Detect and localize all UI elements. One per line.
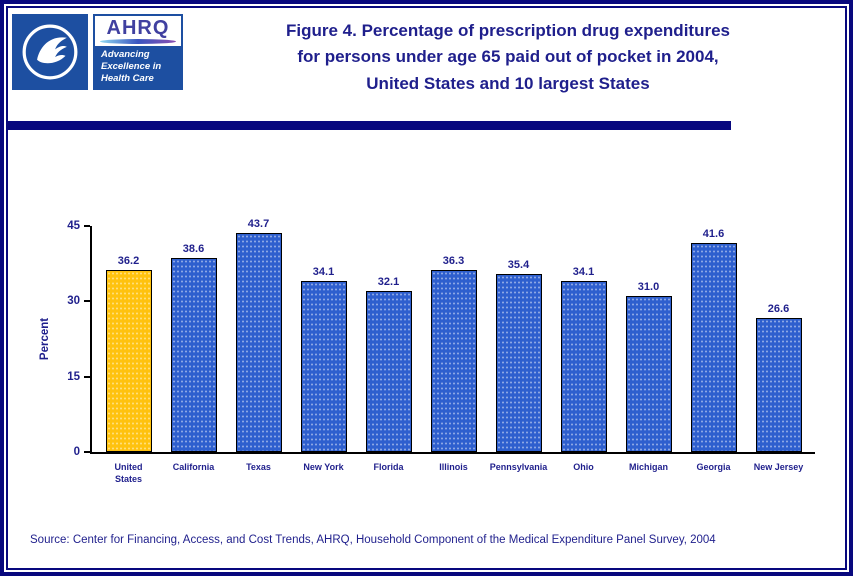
bar-value-michigan: 31.0 [637, 281, 660, 294]
bar-value-united-states: 36.2 [117, 255, 140, 268]
bar-new-york: 34.1 [300, 266, 347, 453]
x-label-united-states: United States [114, 462, 143, 485]
title-line-3: United States and 10 largest States [366, 73, 650, 93]
title-line-1: Figure 4. Percentage of prescription dru… [286, 21, 730, 40]
bar-united-states: 36.2 [105, 255, 152, 453]
y-tick-label: 30 [67, 295, 80, 308]
figure-title: Figure 4. Percentage of prescription dru… [183, 14, 833, 97]
plot-area: 36.2 United States 38.6 California 43.7 Texas… [90, 218, 815, 484]
y-tick-label: 45 [67, 220, 80, 233]
bar-texas: 43.7 [235, 218, 282, 453]
ahrq-logo-text: AHRQ [106, 17, 170, 39]
ahrq-logo: AHRQ Advancing Excellence in Health Care [93, 14, 183, 90]
x-label-florida: Florida [373, 462, 404, 473]
y-tick-label: 15 [67, 370, 80, 383]
bar-chart: Percent 0 15 30 45 36.2 United States 38.6 Cal… [34, 218, 815, 484]
ahrq-swoosh-icon [100, 39, 176, 44]
y-tick-mark [84, 300, 90, 303]
bar-ohio: 34.1 [560, 266, 607, 453]
bar-new-jersey: 26.6 [755, 303, 802, 453]
bar-value-texas: 43.7 [247, 217, 270, 230]
bar-value-new-york: 34.1 [312, 265, 335, 278]
bar-michigan: 31.0 [625, 281, 672, 453]
bar-california: 38.6 [170, 243, 217, 453]
bar-pennsylvania: 35.4 [495, 259, 542, 453]
bar-value-ohio: 34.1 [572, 265, 595, 278]
bar-group-pennsylvania: 35.4 Pennsylvania [486, 226, 551, 472]
y-axis-title: Percent [39, 317, 51, 361]
y-tick-mark [84, 451, 90, 454]
x-label-texas: Texas [246, 462, 271, 473]
bar-group-georgia: 41.6 Georgia [681, 226, 746, 472]
ahrq-tagline: Advancing Excellence in Health Care [95, 46, 181, 88]
x-label-new-jersey: New Jersey [753, 462, 804, 473]
y-tick-label: 0 [73, 446, 80, 459]
bar-group-california: 38.6 California [161, 226, 226, 472]
bar-group-texas: 43.7 Texas [226, 218, 291, 472]
bar-value-florida: 32.1 [377, 275, 400, 288]
x-label-ohio: Ohio [573, 462, 594, 473]
bar-georgia: 41.6 [690, 228, 737, 453]
x-label-illinois: Illinois [439, 462, 468, 473]
bar-value-california: 38.6 [182, 243, 205, 256]
x-label-georgia: Georgia [696, 462, 731, 473]
bar-illinois: 36.3 [430, 255, 477, 453]
bar-group-ohio: 34.1 Ohio [551, 226, 616, 472]
header: AHRQ Advancing Excellence in Health Care… [8, 8, 845, 97]
bar-group-florida: 32.1 Florida [356, 226, 421, 472]
hhs-eagle-icon [22, 24, 78, 80]
x-label-california: California [172, 462, 215, 473]
bar-value-georgia: 41.6 [702, 228, 725, 241]
bar-group-new-york: 34.1 New York [291, 226, 356, 472]
x-label-pennsylvania: Pennsylvania [489, 462, 548, 473]
page: AHRQ Advancing Excellence in Health Care… [6, 6, 847, 570]
title-line-2: for persons under age 65 paid out of poc… [297, 47, 719, 67]
bar-group-michigan: 31.0 Michigan [616, 226, 681, 472]
bar-value-pennsylvania: 35.4 [507, 259, 530, 272]
bar-group-united-states: 36.2 United States [96, 226, 161, 484]
bar-value-illinois: 36.3 [442, 254, 465, 267]
y-tick-mark [84, 225, 90, 228]
header-divider-bar [8, 121, 731, 131]
y-axis-title-col: Percent [34, 226, 56, 452]
bar-value-new-jersey: 26.6 [767, 303, 790, 316]
y-axis: 0 15 30 45 [56, 220, 90, 458]
y-tick-mark [84, 375, 90, 378]
bar-florida: 32.1 [365, 276, 412, 453]
x-label-michigan: Michigan [628, 462, 668, 473]
x-label-new-york: New York [303, 462, 344, 473]
bar-group-new-jersey: 26.6 New Jersey [746, 226, 811, 472]
source-note: Source: Center for Financing, Access, an… [30, 534, 716, 546]
bar-group-illinois: 36.3 Illinois [421, 226, 486, 472]
hhs-logo [12, 14, 88, 90]
logo-block: AHRQ Advancing Excellence in Health Care [12, 14, 183, 97]
